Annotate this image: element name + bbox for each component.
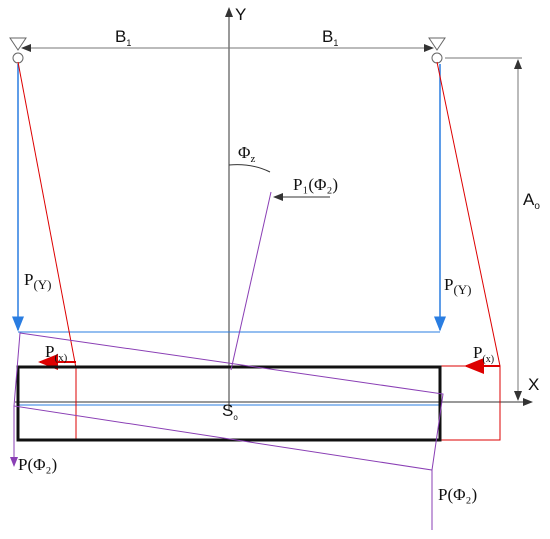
- label-main: S: [222, 401, 233, 420]
- pphi-left-label: P(Φ₂): [18, 455, 57, 474]
- b1-right-label: B1: [322, 27, 338, 48]
- s0-label: So: [222, 401, 238, 422]
- label-main: B: [322, 27, 333, 46]
- py-left-label: P(Y): [24, 270, 52, 292]
- label-sub: (Y): [33, 277, 51, 292]
- label-main: P: [444, 275, 453, 294]
- label-sub: (x): [54, 352, 67, 364]
- label-sub: 1: [333, 38, 338, 48]
- axis-y-label: Y: [235, 5, 246, 24]
- label-main: A: [523, 190, 535, 209]
- label-main: P: [473, 343, 482, 362]
- py-right-label: P(Y): [444, 275, 472, 297]
- label-sub: (Y): [453, 282, 471, 297]
- b1-left-label: B1: [115, 27, 131, 48]
- a0-label: Ao: [523, 190, 540, 212]
- px-right-label: P(x): [473, 343, 494, 365]
- label-sub: o: [233, 413, 238, 422]
- label-sub: z: [250, 153, 255, 165]
- label-sub: (x): [482, 354, 494, 365]
- label-sub: 1: [126, 38, 131, 48]
- phi-z-label: Φz: [238, 143, 255, 165]
- label-main: P: [24, 270, 33, 289]
- label-main: Φ: [238, 143, 250, 162]
- label-main: P: [45, 342, 54, 361]
- geometry: [9, 7, 533, 530]
- px-left-label: P(x): [45, 342, 68, 364]
- label-sub: o: [534, 201, 540, 212]
- axis-x-label: X: [528, 375, 539, 394]
- p1-phi-label: P₁(Φ₂): [293, 175, 338, 194]
- label-main: B: [115, 27, 126, 46]
- pphi-right-label: P(Φ₂): [438, 485, 477, 504]
